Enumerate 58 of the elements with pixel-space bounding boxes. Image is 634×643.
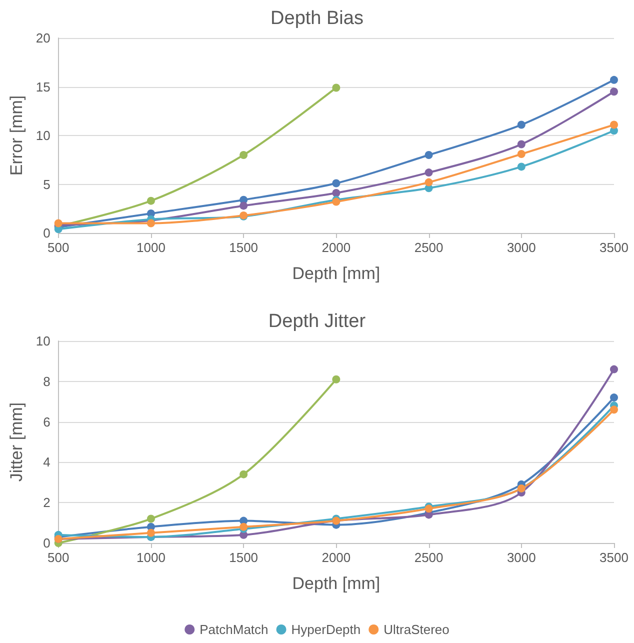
x-tick-label: 1500: [229, 550, 258, 565]
point: [240, 202, 248, 210]
y-tick-label: 0: [43, 536, 50, 550]
x-tick-label: 3500: [600, 240, 628, 255]
point: [146, 514, 155, 523]
x-tick-label: 500: [48, 550, 70, 565]
y-tick-label: 5: [43, 176, 50, 192]
point: [240, 151, 248, 159]
x-tick-label: 2500: [414, 550, 444, 565]
point: [424, 151, 433, 159]
point: [240, 470, 248, 478]
y-tick-label: 20: [36, 30, 50, 46]
y-tick-label: 10: [36, 128, 50, 143]
x-tick-label: 2500: [414, 240, 444, 255]
x-axis-title: Depth [mm]: [292, 264, 380, 283]
y-tick-label: 4: [43, 454, 50, 470]
y-tick-label: 6: [43, 414, 50, 430]
point: [610, 394, 618, 402]
legend-label: UltraStereo: [384, 622, 450, 637]
point: [517, 120, 526, 129]
point: [332, 189, 340, 198]
x-tick-label: 1000: [136, 240, 166, 255]
x-tick-label: 3500: [600, 550, 628, 565]
point: [146, 196, 155, 205]
chart-title: Depth Bias: [270, 8, 364, 29]
point: [424, 168, 433, 177]
point: [424, 178, 433, 186]
y-tick-label: 8: [43, 374, 50, 389]
point: [332, 84, 340, 92]
y-tick-label: 2: [43, 495, 50, 510]
y-tick-label: 10: [36, 334, 50, 348]
y-tick-label: 0: [43, 226, 50, 240]
point: [517, 150, 526, 158]
point: [610, 88, 618, 96]
x-tick-label: 2000: [322, 240, 351, 255]
point: [517, 162, 526, 171]
legend-label: PatchMatch: [200, 622, 268, 637]
x-tick-label: 1500: [229, 240, 258, 255]
x-tick-label: 2000: [322, 550, 351, 565]
point: [146, 219, 155, 228]
y-axis-title: Error [mm]: [7, 95, 26, 176]
point: [610, 120, 618, 129]
x-tick-label: 500: [48, 240, 70, 255]
y-tick-label: 15: [36, 79, 50, 94]
chart-title: Depth Jitter: [268, 311, 366, 332]
point: [332, 375, 340, 384]
x-tick-label: 3000: [506, 240, 536, 255]
point: [517, 140, 526, 148]
point: [610, 76, 618, 84]
point: [610, 365, 618, 374]
point: [610, 406, 618, 414]
x-tick-label: 1000: [136, 550, 166, 565]
point: [332, 179, 340, 188]
x-tick-label: 3000: [506, 550, 536, 565]
legend-label: HyperDepth: [291, 622, 361, 637]
point: [146, 528, 155, 537]
y-axis-title: Jitter [mm]: [7, 402, 26, 482]
x-axis-title: Depth [mm]: [292, 574, 380, 593]
